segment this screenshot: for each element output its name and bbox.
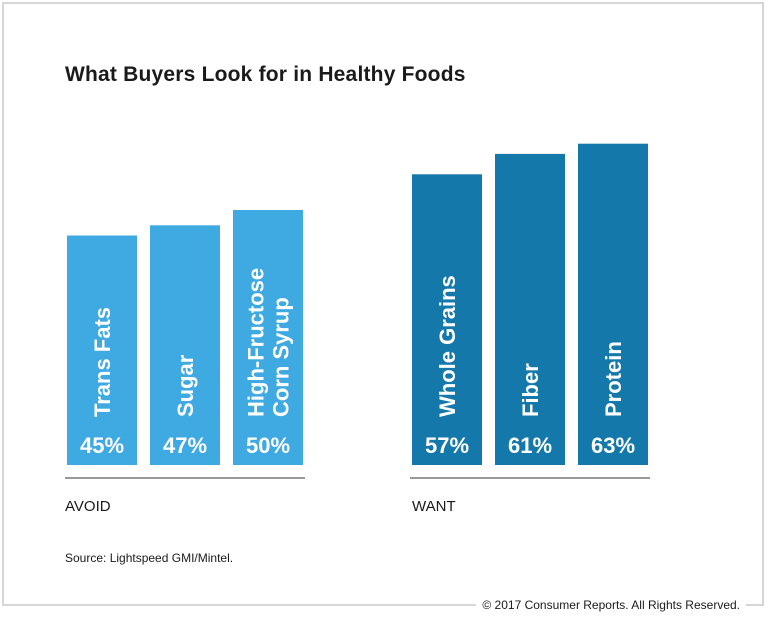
bar-whole-grains — [412, 174, 482, 466]
value-label-high-fructose-corn-syrup: 50% — [246, 433, 290, 458]
group-label-avoid: AVOID — [65, 498, 111, 515]
copyright-note: © 2017 Consumer Reports. All Rights Rese… — [476, 598, 746, 612]
category-label-high-fructose-corn-syrup: High-FructoseCorn Syrup — [244, 268, 294, 417]
value-label-fiber: 61% — [508, 433, 552, 458]
bar-high-fructose-corn-syrup — [233, 210, 303, 465]
value-label-whole-grains: 57% — [425, 433, 469, 458]
value-label-protein: 63% — [591, 433, 635, 458]
category-label-whole-grains: Whole Grains — [435, 275, 460, 417]
bar-sugar — [150, 225, 220, 465]
source-note: Source: Lightspeed GMI/Mintel. — [65, 551, 234, 565]
bar-trans-fats — [67, 235, 137, 465]
value-label-sugar: 47% — [163, 433, 207, 458]
bar-protein — [578, 143, 648, 465]
category-label-trans-fats: Trans Fats — [90, 307, 115, 417]
bar-fiber — [495, 153, 565, 465]
chart-title: What Buyers Look for in Healthy Foods — [65, 63, 466, 86]
value-label-trans-fats: 45% — [80, 433, 124, 458]
category-label-protein: Protein — [601, 341, 626, 417]
category-label-fiber: Fiber — [518, 363, 543, 417]
group-label-want: WANT — [412, 498, 456, 515]
category-label-sugar: Sugar — [173, 354, 198, 417]
